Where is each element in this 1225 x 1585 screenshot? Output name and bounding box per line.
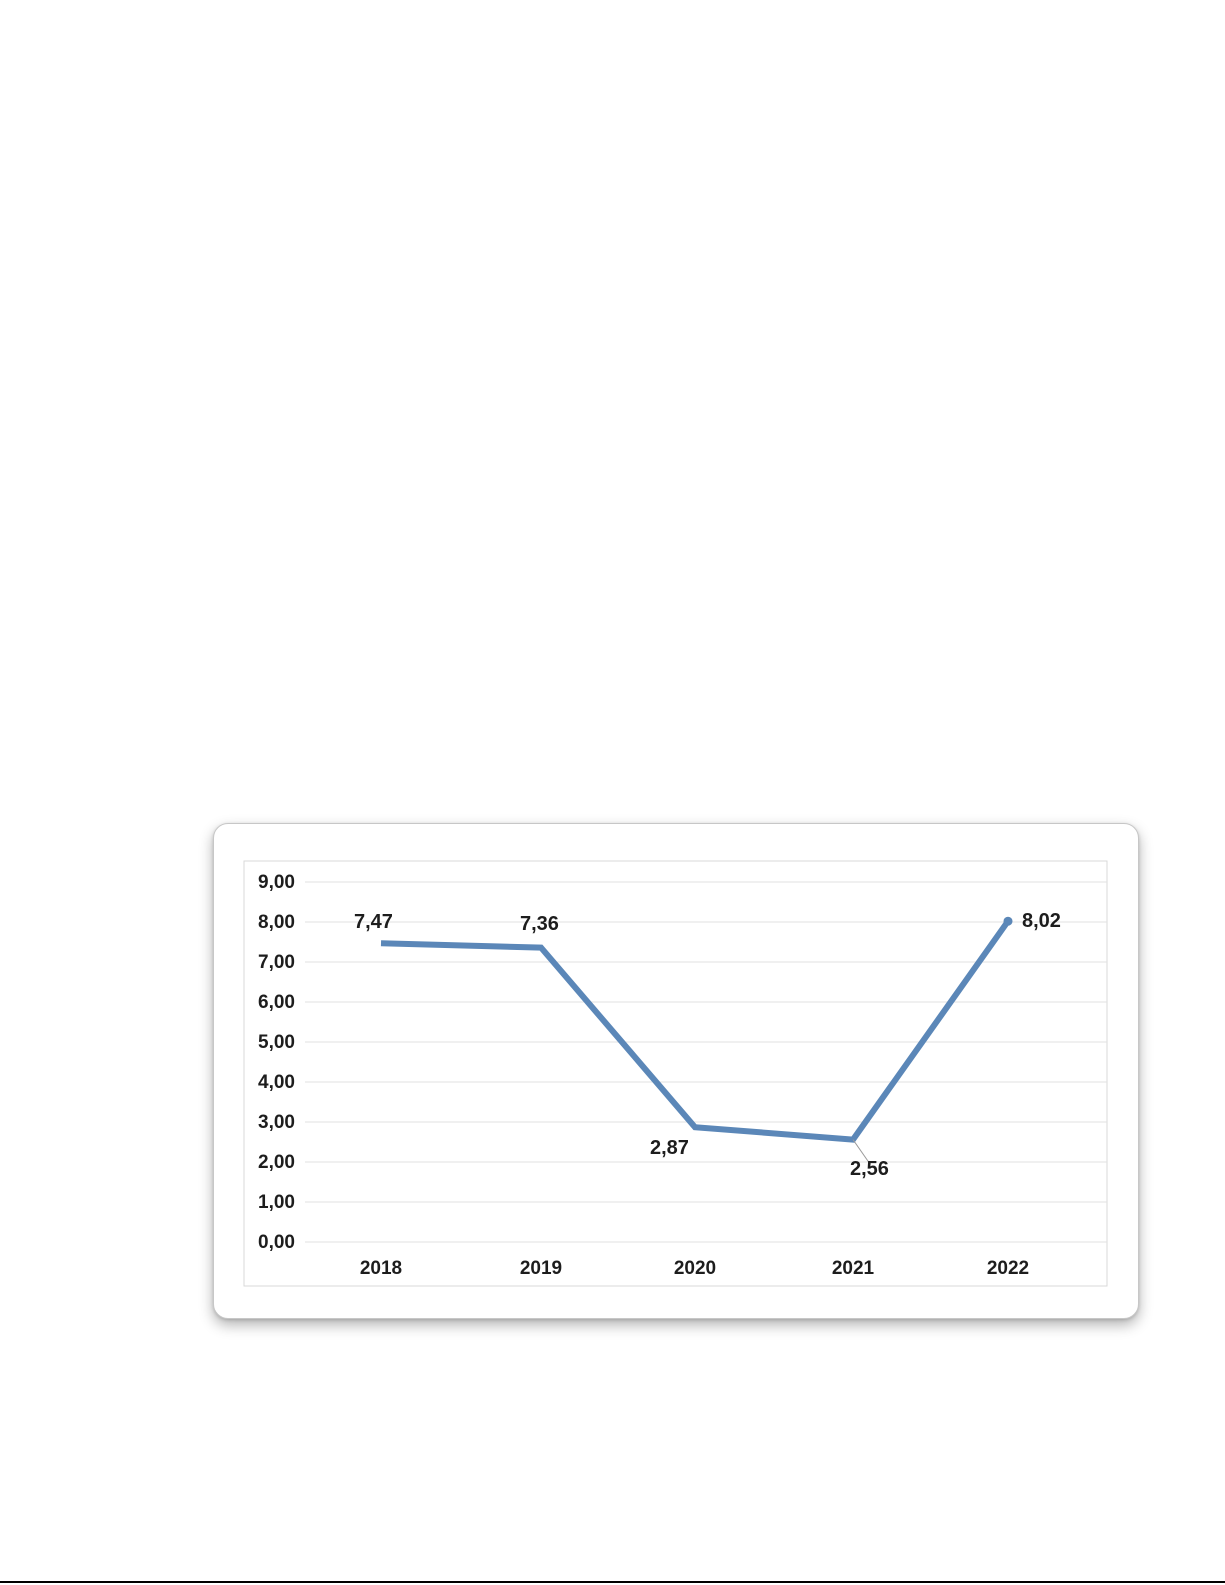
svg-text:3,00: 3,00	[258, 1112, 295, 1133]
svg-text:2,56: 2,56	[850, 1158, 889, 1180]
svg-text:2022: 2022	[987, 1258, 1029, 1279]
svg-text:4,00: 4,00	[258, 1072, 295, 1093]
svg-text:1,00: 1,00	[258, 1192, 295, 1213]
svg-text:2019: 2019	[520, 1258, 562, 1279]
svg-text:8,00: 8,00	[258, 912, 295, 933]
svg-text:2,00: 2,00	[258, 1152, 295, 1173]
svg-text:0,00: 0,00	[258, 1232, 295, 1253]
svg-text:7,00: 7,00	[258, 952, 295, 973]
svg-text:2021: 2021	[832, 1258, 875, 1279]
svg-text:8,02: 8,02	[1022, 910, 1061, 932]
svg-text:2020: 2020	[674, 1258, 716, 1279]
svg-text:2018: 2018	[360, 1258, 402, 1279]
svg-text:7,36: 7,36	[520, 913, 559, 935]
svg-text:9,00: 9,00	[258, 872, 295, 893]
svg-text:5,00: 5,00	[258, 1032, 295, 1053]
svg-text:2,87: 2,87	[650, 1137, 689, 1159]
svg-text:6,00: 6,00	[258, 992, 295, 1013]
svg-text:7,47: 7,47	[354, 911, 393, 933]
